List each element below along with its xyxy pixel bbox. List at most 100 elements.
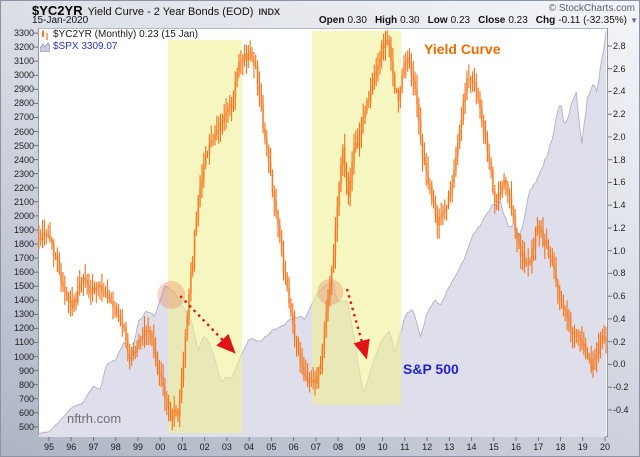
chevron-down-icon[interactable]: ▼ [630, 16, 638, 25]
legend-item-yc2yr: $YC2YR (Monthly) 0.23 (15 Jan) [40, 29, 198, 40]
legend-item-spx: $SPX 3309.07 [40, 41, 198, 52]
x-axis-label: 20 [599, 442, 610, 452]
x-axis-label: 18 [555, 442, 566, 452]
y-axis-label: 3000 [13, 70, 34, 81]
title-line: $YC2YR Yield Curve - 2 Year Bonds (EOD) IN… [32, 2, 280, 20]
y-axis-label: 2.6 [613, 63, 626, 74]
x-axis-label: 05 [266, 442, 277, 452]
y-axis-label: 1200 [13, 323, 34, 334]
y-axis-label: 2000 [13, 210, 34, 221]
x-axis-label: 13 [444, 442, 455, 452]
close-label: Close [478, 15, 506, 26]
x-axis-label: 17 [533, 442, 544, 452]
y-axis-label: -0.4 [613, 404, 629, 415]
plot-area [38, 28, 608, 437]
y-axis-label: 800 [18, 379, 34, 390]
x-axis-label: 04 [244, 442, 255, 452]
x-axis-label: 10 [377, 442, 388, 452]
y-axis-label: 1300 [13, 309, 34, 320]
page-title: Yield Curve - 2 Year Bonds (EOD) [87, 6, 254, 18]
y-axis-label: 1100 [14, 337, 34, 348]
open-value: 0.30 [347, 15, 367, 26]
y-axis-label: 1000 [13, 351, 34, 362]
sp500-annotation: S&P 500 [403, 361, 459, 377]
y-axis-label: 2.0 [613, 131, 626, 142]
chg-value: -0.11 (-32.35%) [558, 15, 627, 26]
y-axis-label: 0.0 [613, 359, 626, 370]
y-axis-label: 2.4 [613, 86, 626, 97]
legend-label: $SPX 3309.07 [53, 41, 118, 52]
y-axis-label: 1.6 [613, 177, 626, 188]
x-axis-label: 00 [155, 442, 166, 452]
y-axis-label: 2.8 [613, 40, 626, 51]
x-axis-label: 06 [288, 442, 299, 452]
y-axis-label: 600 [18, 407, 34, 418]
y-axis-label: 1500 [13, 281, 34, 292]
x-axis-label: 09 [355, 442, 366, 452]
y-axis-label: 1.0 [613, 245, 626, 256]
x-axis-label: 01 [177, 442, 188, 452]
y-axis-label: 1.4 [613, 200, 626, 211]
y-axis-label: 0.6 [613, 291, 626, 302]
y-axis-label: 700 [18, 393, 34, 404]
x-axis-label: 16 [511, 442, 522, 452]
x-axis-label: 96 [66, 442, 77, 452]
y-axis-label: 1.2 [613, 222, 626, 233]
y-axis-label: 2700 [13, 112, 34, 123]
high-value: 0.30 [400, 15, 420, 26]
x-axis-label: 02 [199, 442, 210, 452]
x-axis-label: 07 [310, 442, 321, 452]
close-value: 0.23 [508, 15, 528, 26]
quote-line: Open 0.30 High 0.30 Low 0.23 Close 0.23 Chg -0.11… [311, 15, 627, 26]
open-label: Open [318, 15, 345, 26]
quote-date: 15-Jan-2020 [32, 15, 89, 26]
y-axis-label: 1700 [13, 253, 34, 264]
y-axis-label: 1900 [13, 224, 34, 235]
candlestick-icon [41, 30, 49, 40]
x-axis-label: 14 [466, 442, 477, 452]
legend-label: $YC2YR (Monthly) 0.23 (15 Jan) [53, 29, 199, 40]
chart-legend: $YC2YR (Monthly) 0.23 (15 Jan) $SPX 3309… [40, 29, 198, 53]
y-axis-label: 1.8 [613, 154, 626, 165]
x-axis-label: 11 [400, 442, 410, 452]
x-axis-label: 19 [577, 442, 588, 452]
y-axis-label: 2400 [13, 154, 34, 165]
y-axis-label: 2500 [13, 140, 34, 151]
y-axis-label: 2100 [13, 196, 34, 207]
x-axis-label: 99 [132, 442, 143, 452]
y-axis-label: -0.2 [613, 382, 629, 393]
chg-label: Chg [535, 15, 556, 26]
y-axis-label: 3200 [13, 42, 34, 53]
y-axis-label: 3300 [13, 28, 34, 39]
y-axis-label: 2900 [13, 84, 34, 95]
y-axis-label: 0.2 [613, 336, 626, 347]
watermark: nftrh.com [67, 411, 122, 426]
x-axis-label: 12 [422, 442, 433, 452]
x-axis-label: 15 [488, 442, 499, 452]
low-value: 0.23 [450, 15, 471, 26]
y-axis-label: 1800 [13, 239, 34, 250]
y-axis-label: 900 [18, 365, 34, 376]
x-axis-label: 95 [43, 442, 54, 452]
y-axis-label: 0.8 [613, 268, 626, 279]
y-axis-label: 500 [18, 421, 34, 432]
y-axis-label: 2600 [13, 126, 34, 137]
x-axis-label: 98 [110, 442, 121, 452]
yield-curve-annotation: Yield Curve [424, 41, 501, 57]
y-axis-label: 0.4 [613, 313, 626, 324]
x-axis-label: 97 [88, 442, 99, 452]
x-axis-label: 03 [221, 442, 232, 452]
low-label: Low [427, 15, 448, 26]
y-axis-label: 2200 [13, 182, 34, 193]
chart-header: $YC2YR Yield Curve - 2 Year Bonds (EOD) IN… [0, 0, 640, 28]
copyright: © StockCharts.com [548, 3, 635, 14]
y-axis-label: 1400 [13, 295, 34, 306]
high-label: High [374, 15, 398, 26]
exchange-badge: INDX [258, 7, 280, 17]
y-axis-label: 2.2 [613, 109, 626, 120]
y-axis-label: 2800 [13, 98, 34, 109]
area-chart-icon [40, 41, 50, 52]
symbol: $YC2YR [32, 3, 83, 18]
x-axis-label: 08 [333, 442, 344, 452]
